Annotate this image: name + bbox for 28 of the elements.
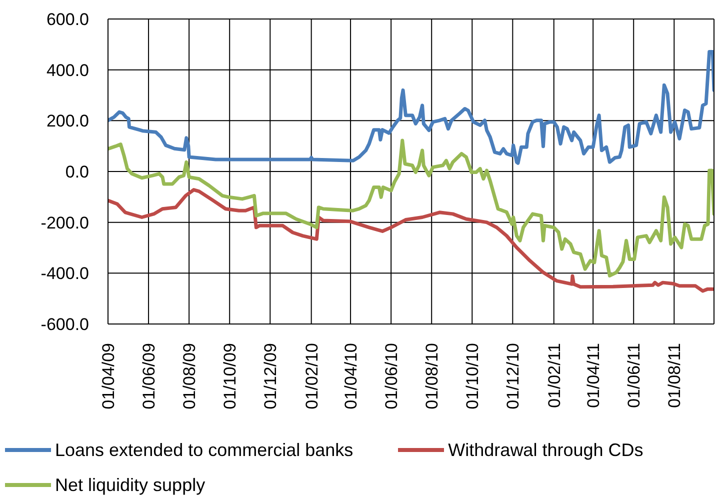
y-tick-label: 200.0 xyxy=(46,112,89,131)
y-tick-label: -600.0 xyxy=(40,315,89,334)
y-tick-label: -200.0 xyxy=(40,213,89,232)
x-tick-label: 01/06/09 xyxy=(139,343,158,410)
x-tick-label: 01/04/09 xyxy=(98,343,118,410)
legend-label: Loans extended to commercial banks xyxy=(55,439,354,461)
x-tick-label: 01/08/10 xyxy=(422,343,442,410)
x-tick-label: 01/02/11 xyxy=(544,343,564,408)
y-tick-label: -400.0 xyxy=(40,264,89,284)
x-tick-label: 01/12/09 xyxy=(261,343,280,410)
x-tick-label: 01/08/09 xyxy=(180,343,200,410)
y-tick-label: 400.0 xyxy=(46,60,89,80)
legend-label: Withdrawal through CDs xyxy=(448,439,644,461)
x-tick-label: 01/12/10 xyxy=(504,343,523,410)
x-tick-label: 01/04/11 xyxy=(584,343,604,408)
line-series xyxy=(108,188,714,293)
line-series xyxy=(108,50,714,165)
legend-label: Net liquidity supply xyxy=(55,474,206,496)
x-tick-label: 01/06/10 xyxy=(382,343,402,410)
x-tick-label: 01/08/11 xyxy=(665,343,684,408)
x-tick-label: 01/02/10 xyxy=(302,343,322,410)
y-tick-label: 0.0 xyxy=(65,162,89,182)
x-tick-label: 01/10/10 xyxy=(463,343,482,410)
y-tick-label: 600.0 xyxy=(46,10,89,30)
x-tick-label: 01/04/10 xyxy=(341,343,360,410)
line-series xyxy=(108,138,714,278)
x-tick-label: 01/10/09 xyxy=(220,343,240,410)
x-tick-label: 01/06/11 xyxy=(624,343,644,408)
